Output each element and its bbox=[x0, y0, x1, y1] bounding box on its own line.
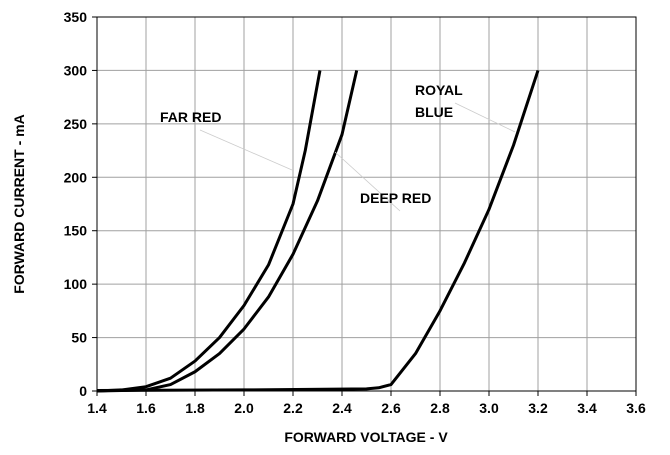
plot-border bbox=[96, 16, 637, 392]
y-tick-label: 0 bbox=[79, 383, 87, 399]
y-tick-label: 200 bbox=[64, 169, 88, 185]
series-label: ROYAL BLUE bbox=[415, 82, 463, 120]
x-tick-label: 1.4 bbox=[87, 400, 107, 416]
y-axis-label: FORWARD CURRENT - mA bbox=[11, 114, 27, 293]
x-tick-label: 3.0 bbox=[479, 400, 499, 416]
line-series bbox=[96, 69, 540, 392]
series-label: DEEP RED bbox=[360, 190, 431, 206]
x-tick-label: 2.4 bbox=[332, 400, 352, 416]
y-tick-label: 50 bbox=[71, 330, 87, 346]
line-series bbox=[96, 70, 322, 393]
y-tick-label: 100 bbox=[64, 276, 88, 292]
leader-line bbox=[454, 102, 516, 133]
leader-line bbox=[199, 129, 293, 171]
leader-line bbox=[334, 151, 401, 212]
y-tick-label: 250 bbox=[64, 116, 88, 132]
series-label: FAR RED bbox=[160, 109, 221, 125]
x-tick-label: 3.4 bbox=[577, 400, 597, 416]
x-axis-label: FORWARD VOLTAGE - V bbox=[284, 429, 448, 445]
y-tick-label: 300 bbox=[64, 62, 88, 78]
x-tick-label: 2.8 bbox=[430, 400, 450, 416]
x-tick-label: 2.2 bbox=[283, 400, 303, 416]
x-tick-label: 2.6 bbox=[381, 400, 401, 416]
x-tick-label: 3.6 bbox=[626, 400, 646, 416]
x-tick-label: 3.2 bbox=[528, 400, 548, 416]
x-tick-label: 1.6 bbox=[136, 400, 156, 416]
x-tick-label: 1.8 bbox=[185, 400, 205, 416]
y-tick-label: 150 bbox=[64, 223, 88, 239]
x-tick-label: 2.0 bbox=[234, 400, 254, 416]
y-tick-label: 350 bbox=[64, 9, 88, 25]
